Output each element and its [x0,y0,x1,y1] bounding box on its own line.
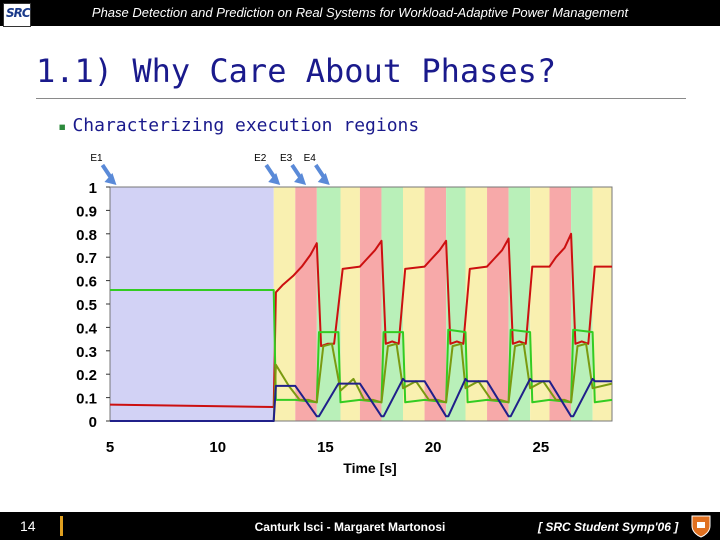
phase-band-yellow [273,187,296,421]
phase-chart: 00.10.20.30.40.50.60.70.80.91 5 10 15 20 25 … [76,153,613,476]
y-tick-label: 0.3 [76,344,97,361]
arrow-head [268,173,281,185]
university-shield-icon [691,515,711,538]
phase-band-blue [110,187,274,421]
y-tick-label: 0.2 [76,367,97,384]
phase-label-E2: E2 [254,153,267,164]
y-tick-label: 0.6 [76,274,97,291]
phase-band-yellow [530,187,550,421]
footer-authors: Canturk Isci - Margaret Martonosi [254,520,446,534]
series-lines [109,232,613,422]
bullet-square-icon: ▪ [58,119,67,135]
series-line-1 [109,232,612,408]
logo-text: SRC [6,6,31,20]
phase-band-red [487,187,509,421]
footer-accent [60,516,63,536]
series-line-3 [110,342,613,422]
phase-arrow-E4 [314,163,330,185]
y-tick-label: 0.8 [76,227,97,244]
bullet-text: Characterizing execution regions [72,115,420,136]
x-tick-label: 15 [317,439,334,456]
bullet-item: ▪ Characterizing execution regions [58,115,419,136]
phase-label-E1: E1 [90,153,103,164]
phase-band-red [424,187,447,421]
presentation-title: Phase Detection and Prediction on Real S… [91,5,629,20]
phase-band-yellow [340,187,360,421]
slide-title: 1.1) Why Care About Phases? [36,52,557,90]
arrow-head [294,173,307,185]
phase-band-red [359,187,382,421]
phase-band-yellow [403,187,425,421]
phase-markers: E1 E2 E3 E4 [90,153,330,185]
footer-bar [0,512,720,540]
phase-arrow-E3 [290,163,307,185]
phase-band-red [295,187,317,421]
y-axis-ticks: 0 0.1 0.2 0.3 0.4 0.5 0.6 0.7 0.8 0.9 1 [76,180,110,431]
y-tick-label: 0.1 [76,391,97,408]
x-tick-label: 25 [533,439,550,456]
arrow-head [104,173,117,185]
title-divider [36,98,686,99]
header-bar: SRC Phase Detection and Prediction on Re… [0,0,720,27]
y-tick-label: 0.7 [76,250,97,267]
y-tick-label: 0 [89,414,97,431]
x-tick-label: 5 [106,439,114,456]
arrow-head [317,173,330,185]
phase-bands [110,187,612,421]
y-tick-label: 1 [89,180,97,197]
y-tick-label: 0.4 [76,320,98,337]
phase-arrow-E2 [264,163,281,185]
x-axis-ticks: 5 10 15 20 25 [106,439,549,456]
x-tick-label: 20 [425,439,442,456]
phase-arrow-E1 [100,163,117,185]
phase-label-E4: E4 [304,153,317,164]
phase-band-yellow [465,187,488,421]
phase-label-E3: E3 [280,153,293,164]
src-logo: SRC [3,3,31,27]
slide-number: 14 [20,518,36,534]
phase-band-yellow [592,187,612,421]
footer-venue: [ SRC Student Symp'06 ] [538,520,679,534]
x-tick-label: 10 [209,439,226,456]
y-tick-label: 0.9 [76,203,97,220]
y-tick-label: 0.5 [76,297,97,314]
series-line-4 [110,377,612,422]
x-axis-label: Time [s] [343,460,396,476]
